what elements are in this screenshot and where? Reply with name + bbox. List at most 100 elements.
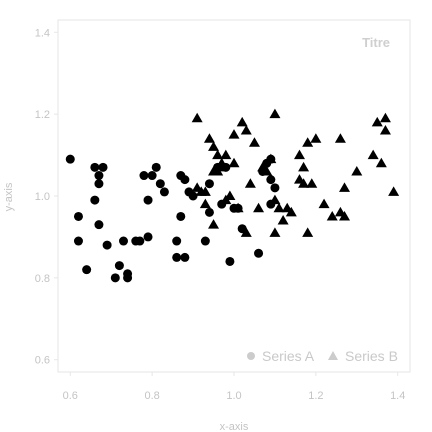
series-b-point [310,133,322,143]
x-tick-label: 0.8 [144,390,159,402]
series-a-point [94,220,104,230]
series-a-point [266,175,276,185]
series-b-point [265,153,277,164]
series-a-point [110,273,120,283]
series-b-point [212,149,224,160]
y-tick-label: 1.0 [35,191,50,203]
series-b-point [371,116,383,127]
series-b-point [318,198,330,209]
x-tick-label: 1.4 [390,390,405,402]
series-b-point [302,227,314,237]
series-b-point [306,178,318,188]
x-axis: 0.6 0.8 1.0 1.2 1.4 [63,372,405,402]
series-b-points [191,108,400,237]
legend-marker-series-a [247,352,255,360]
series-b-point [220,149,232,160]
series-b-point [285,206,297,217]
series-b-point [339,182,351,192]
series-a-point [65,154,75,164]
legend-label-series-b: Series B [345,348,398,364]
series-b-point [351,165,363,176]
y-tick-label: 0.8 [35,273,50,285]
y-tick-label: 1.4 [35,27,50,39]
series-a-point [143,232,153,242]
series-a-point [151,162,161,172]
series-b-point [261,165,273,176]
series-b-point [236,116,248,127]
series-b-point [339,210,351,221]
series-b-point [334,133,346,143]
series-a-point [159,187,169,197]
series-b-point [269,227,281,237]
series-a-point [114,261,124,271]
series-a-point [147,171,157,181]
series-a-point [172,252,182,262]
x-tick-label: 0.6 [63,390,78,402]
legend-label-series-a: Series A [262,348,315,364]
series-a-point [90,195,100,205]
series-a-point [180,252,190,262]
series-a-point [155,179,165,189]
series-b-point [208,219,220,229]
series-b-point [224,190,236,200]
series-a-point [73,211,83,221]
series-b-point [240,227,252,237]
series-b-point [199,186,211,196]
x-tick-label: 1.0 [226,390,241,402]
series-a-point [200,236,210,246]
series-b-point [379,125,391,135]
series-b-point [367,149,379,160]
series-a-point [176,211,186,221]
series-a-point [254,248,264,258]
series-b-point [302,137,314,147]
series-b-point [326,210,338,221]
series-a-point [98,162,108,172]
series-a-point [204,207,214,217]
series-b-point [273,202,285,213]
series-b-point [248,137,260,147]
series-a-point [188,191,198,201]
series-a-point [102,240,112,250]
series-b-point [277,215,289,225]
legend: Series A Series B [247,348,398,364]
series-b-point [375,157,387,168]
series-a-point [143,195,153,205]
series-b-point [298,161,310,172]
legend-marker-series-b [328,351,338,360]
series-b-point [269,108,281,119]
series-b-point [388,186,400,196]
series-b-point [379,112,391,123]
series-b-point [232,202,244,213]
data-points [65,108,400,283]
series-b-point [228,129,240,139]
series-a-points [65,154,280,283]
series-b-point [269,194,281,205]
series-b-point [244,178,256,188]
series-a-point [94,171,104,181]
series-b-point [191,112,203,123]
series-b-point [199,198,211,209]
series-a-point [225,256,235,266]
x-axis-title: x-axis [220,421,249,432]
series-a-point [82,265,92,275]
series-a-point [270,183,280,193]
series-a-point [139,171,149,181]
series-b-point [298,178,310,188]
plot-frame [57,19,411,373]
series-a-point [123,273,133,283]
series-b-point [208,141,220,151]
series-a-point [172,236,182,246]
series-a-point [204,179,214,189]
series-b-point [240,125,252,135]
series-a-point [73,236,83,246]
y-axis-title: y-axis [3,182,15,211]
series-b-point [253,202,265,213]
series-b-point [293,149,305,160]
series-a-point [90,162,100,172]
series-b-point [228,157,240,168]
series-a-point [118,236,128,246]
y-axis: 0.6 0.8 1.0 1.2 1.4 [35,27,58,367]
y-tick-label: 0.6 [35,355,50,367]
y-tick-label: 1.2 [35,109,50,121]
